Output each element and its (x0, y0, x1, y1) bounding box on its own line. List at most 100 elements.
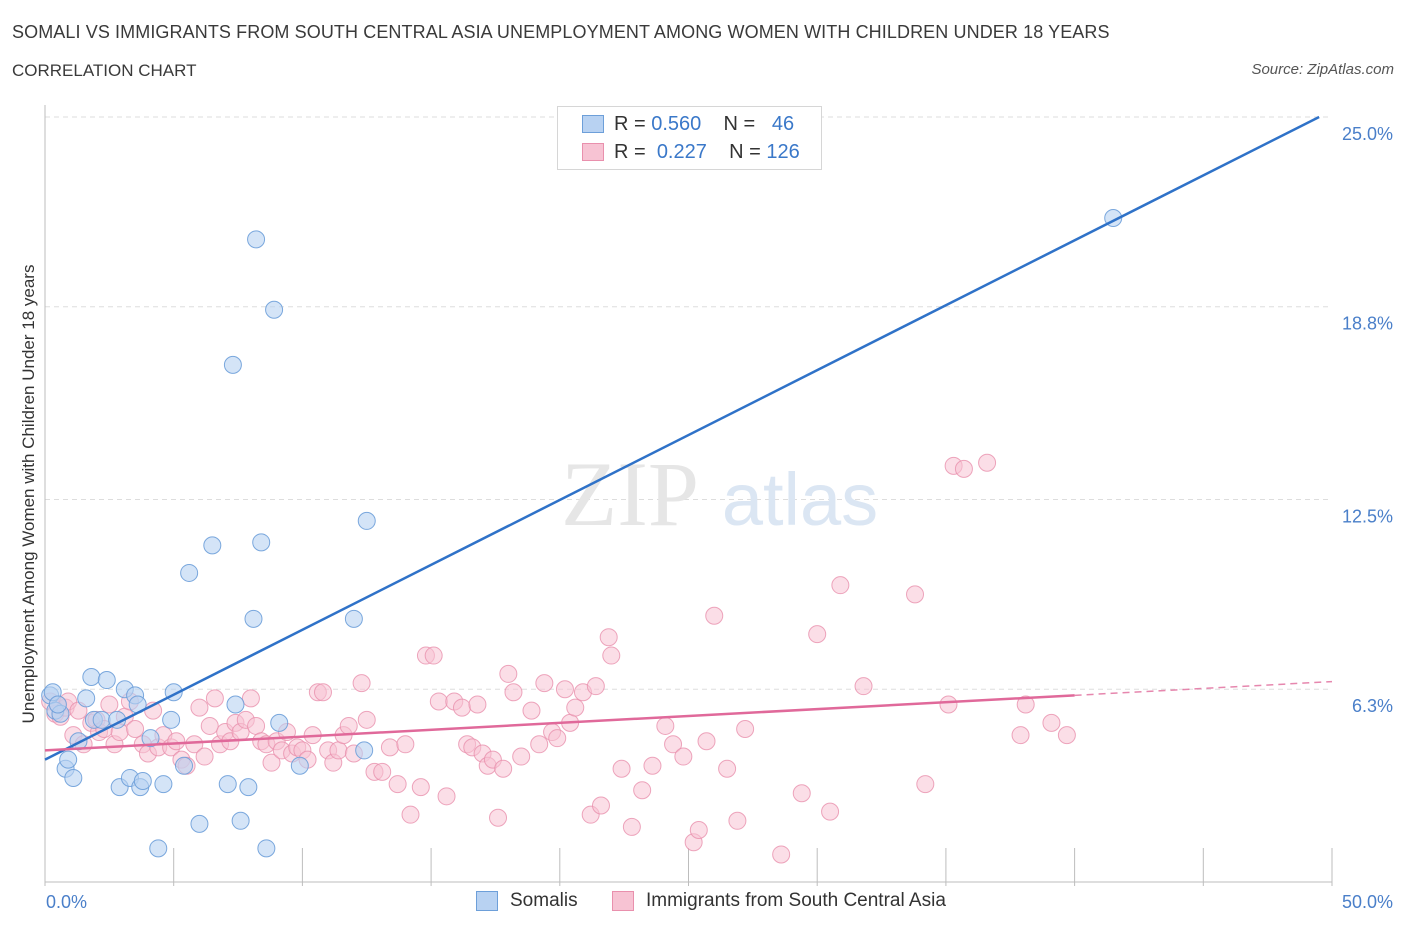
immigrants-point (674, 747, 693, 766)
x-tick-label-min: 0.0% (46, 892, 87, 912)
immigrants-point (697, 732, 716, 751)
somalis-point (59, 750, 78, 769)
somalis-n-value: 46 (771, 112, 795, 135)
axes (44, 105, 1333, 886)
somalis-point (133, 772, 152, 791)
source-credit: Source: ZipAtlas.com (1251, 61, 1394, 78)
immigrants-point (195, 747, 214, 766)
somalis-point (355, 741, 374, 760)
watermark-atlas: atlas (722, 458, 878, 541)
immigrants-point (622, 817, 641, 836)
immigrants-point (612, 759, 631, 778)
immigrants-point (906, 585, 925, 604)
immigrants-point (185, 735, 204, 754)
watermark: ZIP atlas (561, 443, 878, 545)
immigrants-point (535, 674, 554, 693)
somalis-points (41, 208, 1123, 858)
immigrants-trend-line (44, 694, 1075, 752)
somalis-point (92, 710, 111, 729)
immigrants-n-label: N = (729, 140, 761, 163)
immigrants-point (380, 738, 399, 757)
immigrants-r-value: 0.227 (656, 140, 707, 163)
somalis-point (357, 511, 376, 530)
legend-row-somalis: R = 0.560 N = 46 (582, 110, 794, 138)
immigrants-point (247, 716, 266, 735)
somalis-n-label: N = (723, 112, 756, 135)
gridlines (45, 116, 1332, 690)
somalis-trend-line (44, 115, 1320, 761)
immigrants-point (978, 453, 997, 472)
immigrants-point (429, 692, 448, 711)
somalis-point (154, 775, 173, 794)
immigrants-point (555, 680, 574, 699)
immigrants-point (772, 845, 791, 864)
immigrants-point (736, 720, 755, 738)
immigrants-points (41, 453, 1076, 864)
somalis-point (77, 689, 96, 708)
immigrants-point (854, 677, 873, 696)
y-tick-label: 25.0% (1342, 124, 1393, 144)
immigrants-legend-swatch (612, 891, 634, 911)
immigrants-point (494, 759, 513, 778)
somalis-point (270, 713, 289, 732)
somalis-r-label: R = (614, 112, 646, 135)
somalis-legend-label: Somalis (510, 890, 578, 911)
somalis-point (252, 533, 271, 552)
watermark-zip: ZIP (561, 443, 699, 545)
immigrants-point (489, 808, 508, 827)
immigrants-point (821, 802, 840, 821)
immigrants-point (262, 753, 281, 772)
legend-item-immigrants[interactable]: Immigrants from South Central Asia (612, 890, 946, 912)
immigrants-point (656, 716, 675, 735)
chart-title: SOMALI VS IMMIGRANTS FROM SOUTH CENTRAL … (12, 22, 1110, 42)
legend-item-somalis[interactable]: Somalis (476, 890, 578, 912)
somalis-legend-swatch (476, 891, 498, 911)
somalis-point (244, 609, 263, 628)
y-tick-label: 12.5% (1342, 507, 1393, 527)
somalis-point (97, 671, 116, 690)
somalis-swatch (582, 115, 604, 133)
immigrants-point (718, 759, 737, 778)
y-tick-label: 18.8% (1342, 314, 1393, 334)
somalis-point (174, 756, 193, 775)
immigrants-point (586, 677, 605, 696)
immigrants-point (167, 732, 186, 751)
somalis-point (247, 230, 266, 249)
immigrants-point (939, 695, 958, 714)
somalis-point (203, 536, 222, 555)
immigrants-point (705, 606, 724, 625)
somalis-point (226, 695, 245, 714)
immigrants-point (591, 796, 610, 815)
immigrants-point (200, 716, 219, 735)
somalis-point (64, 768, 83, 787)
immigrants-point (792, 784, 811, 803)
immigrants-point (954, 459, 973, 478)
immigrants-point (602, 646, 621, 665)
immigrants-point (512, 747, 531, 766)
somalis-point (82, 667, 101, 686)
immigrants-point (689, 820, 708, 839)
immigrants-point (339, 716, 358, 735)
somalis-point (149, 839, 168, 858)
immigrants-point (916, 775, 935, 794)
immigrants-point (633, 781, 652, 800)
stats-legend: R = 0.560 N = 46 R = 0.227 N = 126 (557, 106, 822, 170)
somalis-point (265, 300, 284, 319)
immigrants-point (100, 695, 119, 714)
somalis-point (231, 811, 250, 830)
immigrants-point (205, 689, 224, 708)
x-tick-label-max: 50.0% (1342, 892, 1393, 912)
series-legend: Somalis Immigrants from South Central As… (0, 890, 1406, 916)
immigrants-point (548, 729, 567, 748)
immigrants-point (411, 778, 430, 797)
immigrants-r-label: R = (614, 140, 646, 163)
somalis-point (180, 563, 199, 582)
tick-labels: 6.3% 12.5% 18.8% 25.0% 0.0% 50.0% (46, 124, 1393, 912)
immigrants-point (643, 756, 662, 775)
immigrants-point (599, 628, 618, 647)
immigrants-point (424, 646, 443, 665)
immigrants-point (313, 683, 332, 702)
immigrants-point (388, 775, 407, 794)
trend-lines (44, 115, 1333, 761)
